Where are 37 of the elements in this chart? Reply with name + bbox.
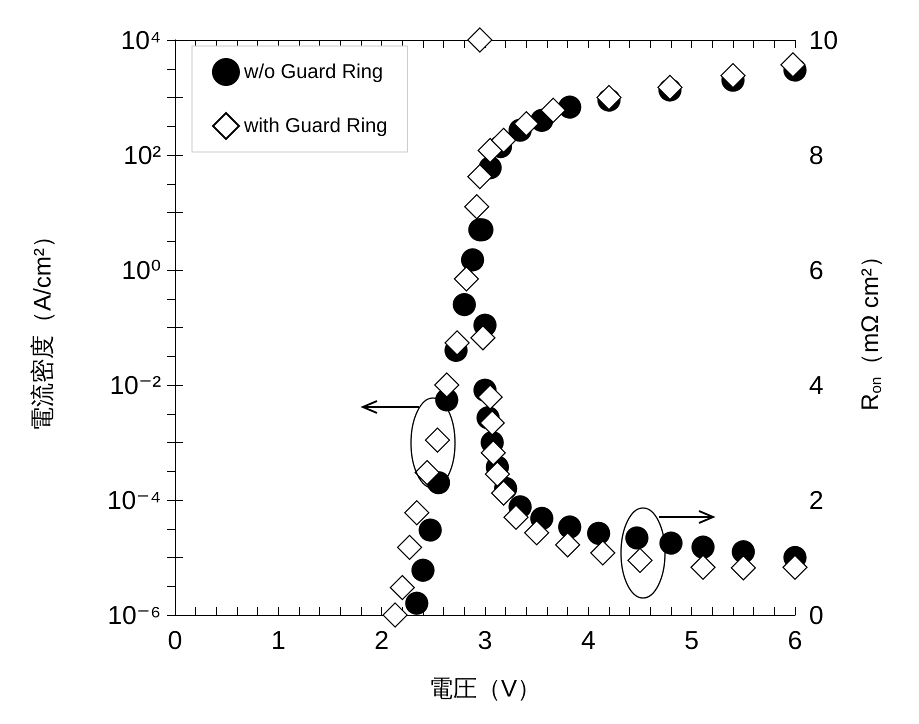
point <box>720 63 746 88</box>
point <box>418 518 442 542</box>
y2-tick-label: 10 <box>809 25 838 55</box>
point <box>514 111 539 136</box>
point <box>467 164 492 190</box>
x-tick-label: 4 <box>581 625 596 655</box>
point <box>444 330 470 356</box>
x-tick-label: 0 <box>168 625 182 655</box>
legend-label: with Guard Ring <box>243 115 388 137</box>
point <box>596 84 622 110</box>
y2-tick-label: 8 <box>809 140 824 170</box>
y2-tick-label: 4 <box>809 370 824 400</box>
x-tick-label: 5 <box>684 625 699 655</box>
point <box>780 52 806 78</box>
y-tick-label: 10⁴ <box>120 25 161 55</box>
y-tick-label: 10⁻² <box>110 370 162 400</box>
x-tick-label: 3 <box>478 625 492 655</box>
point <box>491 128 516 153</box>
y-axis-title: 電流密度（A/cm²） <box>30 224 56 431</box>
y-tick-label: 10⁻⁶ <box>108 600 161 630</box>
point <box>461 248 484 272</box>
y2-tick-label: 2 <box>809 485 824 515</box>
point <box>405 592 428 615</box>
y-tick-label: 10² <box>123 140 162 170</box>
x-tick-label: 2 <box>374 625 389 655</box>
y2-tick-label: 6 <box>809 255 824 285</box>
point <box>411 558 435 582</box>
point <box>452 293 476 316</box>
y-tick-label: 10⁻⁴ <box>107 485 161 515</box>
y2-axis-title: Ron（mΩ cm²） <box>857 244 885 411</box>
point <box>478 138 503 164</box>
y2-tick-label: 0 <box>809 600 824 630</box>
x-tick-label: 6 <box>788 625 802 655</box>
legend-label: w/o Guard Ring <box>243 61 383 83</box>
x-axis-title: 電圧（V） <box>428 676 542 702</box>
x-tick-label: 1 <box>271 625 286 655</box>
y-tick-label: 10⁰ <box>122 255 161 285</box>
